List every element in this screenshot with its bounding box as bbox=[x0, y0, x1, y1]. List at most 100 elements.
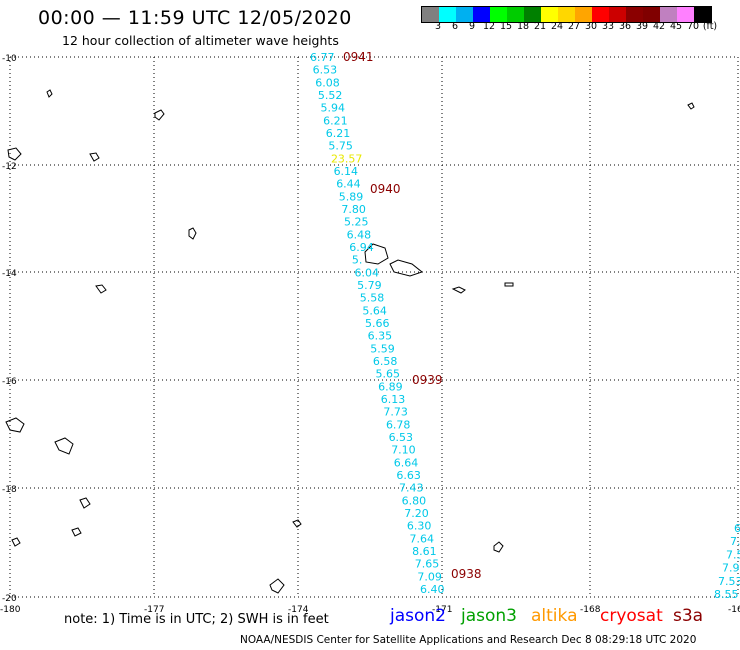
island-outline bbox=[364, 243, 389, 265]
track-time-label: 0938 bbox=[451, 567, 482, 581]
island-outline bbox=[95, 284, 107, 294]
swh-value: 6.40 bbox=[420, 583, 445, 596]
colorbar-label: 18 bbox=[516, 21, 530, 32]
island-outline bbox=[154, 109, 165, 121]
track-time-label: 0939 bbox=[412, 373, 443, 387]
colorbar-label: 21 bbox=[533, 21, 547, 32]
swh-value: 6.04 bbox=[355, 266, 380, 279]
lat-tick-label: -20 bbox=[2, 594, 17, 604]
legend-bar: note: 1) Time is in UTC; 2) SWH is in fe… bbox=[0, 604, 740, 630]
colorbar-swatch bbox=[592, 7, 609, 22]
colorbar-swatch bbox=[643, 7, 660, 22]
lat-tick-label: -12 bbox=[2, 162, 17, 172]
swh-value: 5.79 bbox=[357, 279, 382, 292]
colorbar-label: 30 bbox=[584, 21, 598, 32]
lat-tick-label: -14 bbox=[2, 269, 17, 279]
island-outline bbox=[79, 497, 91, 509]
colorbar-swatch bbox=[439, 7, 456, 22]
track-time-label: 0940 bbox=[370, 182, 401, 196]
map-grid: -10 -12 -14 -16 -18 -20-180 -177 -174 -171 -168 -1… bbox=[0, 54, 740, 615]
legend-note: note: 1) Time is in UTC; 2) SWH is in fe… bbox=[64, 612, 329, 627]
island-outline bbox=[71, 527, 82, 537]
legend-altika: altika bbox=[531, 606, 578, 626]
swh-value: 6.30 bbox=[407, 520, 432, 533]
swh-value: 23.57 bbox=[331, 152, 363, 165]
swh-value: 6. bbox=[734, 522, 740, 535]
swh-value: 7.64 bbox=[410, 532, 435, 545]
colorbar-label: 42 bbox=[652, 21, 666, 32]
swh-value: 6.80 bbox=[402, 494, 427, 507]
colorbar-labels: 3 6 9 12 15 18 21 24 27 30 33 36 39 42 45 70 (ft) bbox=[421, 21, 740, 35]
swh-value: 6.21 bbox=[326, 127, 351, 140]
colorbar-swatch bbox=[507, 7, 524, 22]
wave-height-colorbar bbox=[421, 6, 712, 23]
island-outline bbox=[7, 147, 22, 161]
colorbar-swatch bbox=[694, 7, 711, 22]
swh-value: 5.65 bbox=[375, 368, 400, 381]
island-outline bbox=[188, 227, 197, 240]
colorbar-label: 70 bbox=[686, 21, 700, 32]
swh-value: 6.94 bbox=[349, 241, 374, 254]
island-outline bbox=[89, 152, 100, 162]
swh-value: 6.35 bbox=[368, 330, 393, 343]
lon-tick-label: -165 bbox=[728, 605, 740, 615]
colorbar-swatch bbox=[575, 7, 592, 22]
colorbar-swatch bbox=[456, 7, 473, 22]
swh-value: 7.80 bbox=[341, 203, 366, 216]
lon-tick-label: -177 bbox=[144, 605, 164, 615]
colorbar-label: 12 bbox=[482, 21, 496, 32]
colorbar-swatch bbox=[677, 7, 694, 22]
swh-value: 6.78 bbox=[386, 418, 411, 431]
colorbar-swatch bbox=[660, 7, 677, 22]
swh-value: 7.43 bbox=[399, 482, 424, 495]
colorbar-label: 6 bbox=[451, 21, 459, 32]
swh-value: 5. bbox=[352, 254, 363, 267]
swh-value: 6.48 bbox=[347, 228, 372, 241]
swh-value: 7.5 bbox=[726, 548, 740, 561]
legend-s3a: s3a bbox=[673, 606, 704, 626]
lon-tick-label: -174 bbox=[288, 605, 309, 615]
legend-cryosat: cryosat bbox=[600, 606, 663, 626]
lon-tick-label: -180 bbox=[0, 605, 21, 615]
swh-value: 6.08 bbox=[315, 76, 340, 89]
track-time-label: 0941 bbox=[343, 50, 374, 64]
page-subtitle: 12 hour collection of altimeter wave hei… bbox=[62, 33, 339, 48]
swh-value: 7.91 bbox=[722, 562, 740, 575]
colorbar-label: 9 bbox=[468, 21, 476, 32]
lon-tick-label: -171 bbox=[432, 605, 452, 615]
swh-value: 5.58 bbox=[360, 292, 385, 305]
legend-jason3: jason3 bbox=[461, 606, 517, 626]
colorbar-label: 39 bbox=[635, 21, 649, 32]
lat-tick-label: -10 bbox=[2, 54, 17, 64]
colorbar-label: 36 bbox=[618, 21, 632, 32]
swh-value: 6.21 bbox=[323, 114, 348, 127]
swh-value: 7.65 bbox=[415, 558, 440, 571]
colorbar-swatch bbox=[524, 7, 541, 22]
page-title: 00:00 — 11:59 UTC 12/05/2020 bbox=[38, 7, 352, 29]
swh-value: 7.73 bbox=[383, 406, 408, 419]
swh-value: 7.10 bbox=[391, 444, 416, 457]
swh-value: 6.53 bbox=[313, 64, 338, 77]
swh-value: 6.77 bbox=[310, 51, 335, 64]
colorbar-swatch bbox=[473, 7, 490, 22]
swh-value: 5.52 bbox=[318, 89, 343, 102]
island-outlines bbox=[5, 89, 695, 594]
swh-value: 5.89 bbox=[339, 190, 364, 203]
swh-value: 6.58 bbox=[373, 355, 398, 368]
swh-value: 7.20 bbox=[404, 507, 429, 520]
colorbar-swatch bbox=[558, 7, 575, 22]
swh-value: 6.13 bbox=[381, 393, 406, 406]
colorbar-label: 3 bbox=[434, 21, 442, 32]
island-outline bbox=[687, 102, 695, 110]
island-outline bbox=[504, 282, 514, 287]
lat-tick-label: -16 bbox=[2, 377, 17, 387]
swh-value: 6.53 bbox=[389, 431, 414, 444]
colorbar-swatch bbox=[609, 7, 626, 22]
colorbar-swatch bbox=[626, 7, 643, 22]
swh-value: 5.94 bbox=[320, 102, 345, 115]
colorbar-label: 27 bbox=[567, 21, 581, 32]
colorbar-label: 24 bbox=[550, 21, 564, 32]
swh-value: 5.75 bbox=[328, 140, 353, 153]
swh-track: 6.776.536.085.525.946.216.215.7523.576.1… bbox=[310, 51, 445, 596]
